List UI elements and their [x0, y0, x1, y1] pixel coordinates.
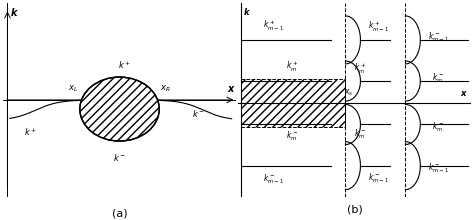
- Text: x: x: [228, 84, 234, 94]
- Text: $k^+_{m-1}$: $k^+_{m-1}$: [263, 19, 284, 33]
- Text: $k^-_{m-1}$: $k^-_{m-1}$: [368, 171, 389, 185]
- Text: $x_R$: $x_R$: [160, 84, 171, 94]
- Text: $k^-_{m-1}$: $k^-_{m-1}$: [428, 162, 449, 175]
- Ellipse shape: [80, 77, 159, 141]
- Text: (b): (b): [346, 205, 362, 215]
- Text: (a): (a): [112, 209, 128, 219]
- Text: $k^-$: $k^-$: [192, 108, 205, 119]
- Text: $k^-$: $k^-$: [113, 152, 126, 163]
- Text: $k^-_{m}$: $k^-_{m}$: [355, 127, 366, 141]
- Text: $k^+_{m-1}$: $k^+_{m-1}$: [368, 20, 389, 34]
- Text: $x_s$: $x_s$: [344, 88, 353, 98]
- Text: $k^-_{m}$: $k^-_{m}$: [285, 129, 298, 143]
- Text: $k^+$: $k^+$: [118, 60, 131, 71]
- Text: x: x: [460, 89, 465, 98]
- Text: $k^-_{m-1}$: $k^-_{m-1}$: [428, 30, 449, 44]
- Text: k: k: [244, 9, 249, 18]
- Text: $k^+$: $k^+$: [24, 126, 37, 138]
- Bar: [241, 79, 346, 127]
- Text: $k^-_{m}$: $k^-_{m}$: [432, 121, 444, 134]
- Text: $k^+_{m}$: $k^+_{m}$: [355, 62, 366, 77]
- Text: $k^-_{m-1}$: $k^-_{m-1}$: [263, 172, 284, 186]
- Text: $k^-_{m}$: $k^-_{m}$: [432, 72, 444, 85]
- Text: $k^+_{m}$: $k^+_{m}$: [285, 60, 298, 74]
- Text: $x_L$: $x_L$: [68, 84, 78, 94]
- Text: k: k: [11, 9, 18, 18]
